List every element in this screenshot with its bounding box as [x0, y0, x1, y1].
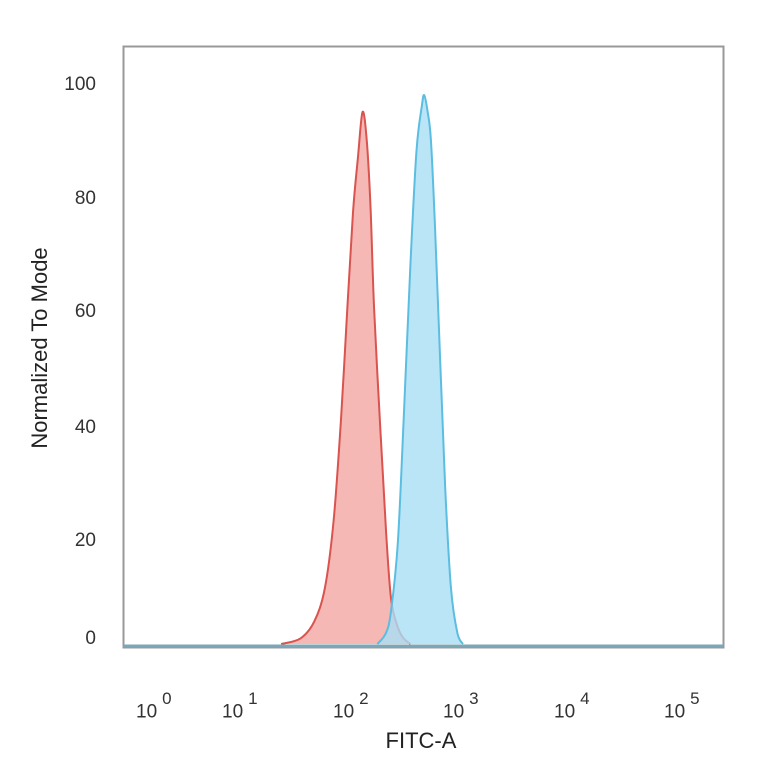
xtick-1e2: 102 — [333, 689, 369, 723]
xtick-1e5: 105 — [664, 689, 700, 723]
ytick-40: 40 — [74, 417, 96, 438]
ytick-80: 80 — [74, 188, 96, 209]
ytick-20: 20 — [74, 530, 96, 551]
ytick-60: 60 — [74, 301, 96, 322]
ytick-100: 100 — [64, 74, 96, 95]
histogram-curves — [280, 94, 464, 645]
histogram-line-sample — [376, 94, 464, 645]
histogram-fill-control — [281, 111, 411, 644]
histogram-line-control — [280, 110, 412, 645]
xtick-1e3: 103 — [443, 689, 479, 723]
ytick-0: 0 — [85, 628, 96, 649]
y-axis-label: Normalized To Mode — [27, 247, 52, 449]
x-axis-label: FITC-A — [385, 728, 457, 753]
xtick-1e1: 101 — [222, 689, 258, 723]
xtick-1e0: 100 — [136, 689, 172, 723]
histogram-fill-sample — [377, 95, 463, 645]
xtick-1e4: 104 — [554, 689, 590, 723]
